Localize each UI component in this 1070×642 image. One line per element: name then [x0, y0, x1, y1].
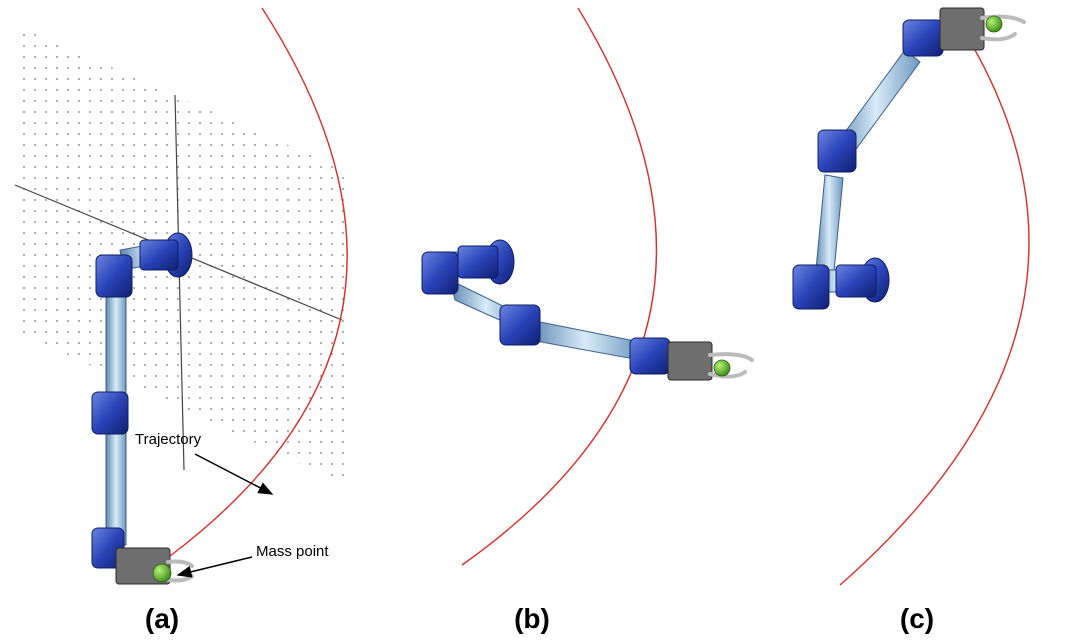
- figure: Trajectory Mass point (a) (b) (c): [0, 0, 1070, 642]
- panel-label: (c): [900, 603, 934, 634]
- panel-label: (a): [145, 603, 179, 634]
- panel-label: (b): [514, 603, 550, 634]
- trajectory: [462, 8, 656, 565]
- annotation: Mass point: [256, 543, 329, 560]
- annotation-arrow: [195, 454, 272, 494]
- annotation: Trajectory: [135, 431, 202, 448]
- robot-arm: [793, 8, 1024, 309]
- robot-arm: [422, 240, 752, 380]
